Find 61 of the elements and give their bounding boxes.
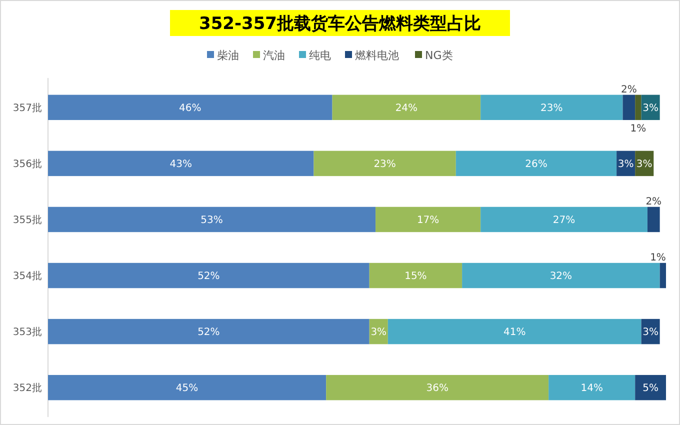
data-label: 14% (580, 383, 603, 394)
data-label: 3% (636, 158, 652, 170)
bar (48, 318, 370, 344)
data-label: 46% (179, 102, 202, 114)
y-tick-label: 356批 (12, 158, 42, 170)
y-tick-label: 354批 (12, 270, 42, 282)
data-label: 23% (540, 102, 563, 114)
bar (48, 206, 376, 232)
bar (622, 94, 636, 120)
bar (462, 262, 660, 288)
data-label: 41% (503, 327, 526, 338)
bar (660, 262, 666, 288)
bar (388, 318, 642, 344)
data-label: 43% (170, 158, 192, 170)
data-label: 3% (642, 102, 658, 114)
legend-label: 柴油 (217, 48, 239, 62)
y-tick-label: 352批 (12, 382, 42, 394)
data-label: 3% (618, 158, 634, 170)
data-label: 5% (642, 383, 658, 394)
bar (480, 206, 648, 232)
bar (369, 262, 462, 288)
legend-label: 纯电 (309, 48, 331, 62)
chart-title: 352-357批载货车公告燃料类型占比 (198, 14, 482, 34)
data-label: 52% (198, 271, 220, 282)
bar (548, 374, 636, 400)
data-label: 32% (550, 271, 572, 282)
data-label: 15% (404, 271, 427, 282)
data-label: 24% (395, 102, 418, 114)
data-label: 52% (198, 327, 220, 338)
data-label: 3% (370, 327, 387, 338)
bar (635, 374, 666, 400)
bar (376, 206, 481, 232)
bar (326, 374, 549, 400)
bar (314, 150, 456, 176)
bar (647, 206, 660, 232)
y-tick-label: 353批 (12, 326, 42, 338)
y-tick-label: 355批 (12, 214, 42, 226)
bar (456, 150, 617, 176)
data-label: 1% (650, 252, 666, 264)
data-label: 23% (374, 158, 396, 170)
y-tick-label: 357批 (12, 102, 42, 114)
legend-label: 燃料电池 (355, 48, 399, 62)
bar (480, 94, 623, 120)
bar (48, 150, 314, 176)
data-label: 17% (416, 214, 440, 226)
legend-label: 汽油 (263, 48, 285, 62)
data-label: 53% (200, 214, 223, 226)
bar (332, 94, 481, 120)
data-label: 45% (176, 383, 198, 394)
data-label: 26% (525, 158, 548, 170)
data-label: 36% (426, 383, 448, 394)
legend-label: NG类 (425, 48, 453, 62)
bar (48, 374, 326, 400)
bar (48, 262, 370, 288)
bar (48, 94, 332, 120)
data-label: 27% (552, 214, 576, 226)
data-label: 1% (630, 124, 646, 135)
data-label: 2% (646, 196, 662, 208)
data-label: 2% (620, 84, 637, 96)
data-label: 3% (642, 327, 658, 338)
bar (635, 94, 642, 120)
